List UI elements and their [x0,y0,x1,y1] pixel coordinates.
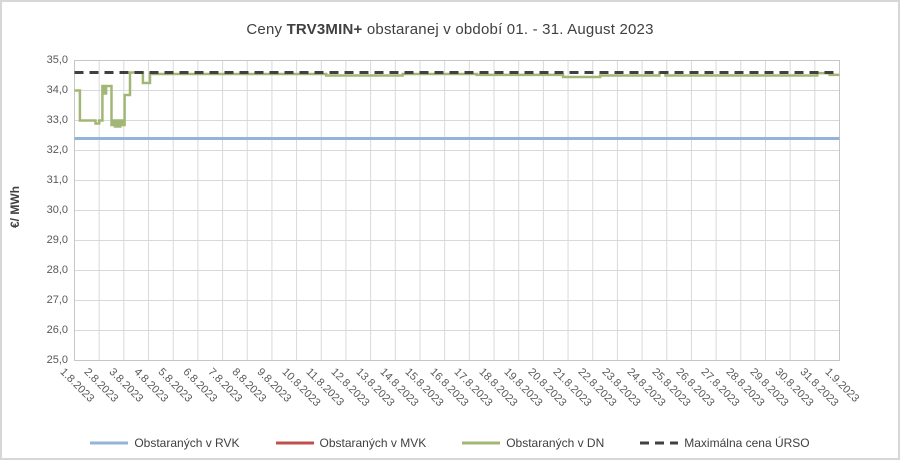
y-tick-label: 33,0 [46,113,68,126]
legend-line-swatch [640,441,679,445]
legend-item: Obstaraných v MVK [275,436,427,450]
legend-line-swatch [275,441,314,445]
y-tick-label: 31,0 [46,173,68,186]
chart-title-product: TRV3MIN+ [286,21,363,38]
y-tick-label: 25,0 [46,353,68,366]
y-tick-label: 30,0 [46,203,68,216]
legend-item: Obstaraných v DN [462,436,604,450]
chart-title: Ceny TRV3MIN+ obstaranej v období 01. - … [2,21,898,38]
y-tick-label: 29,0 [46,233,68,246]
legend-item: Obstaraných v RVK [90,436,240,450]
y-tick-label: 34,0 [46,83,68,96]
plot-area [74,60,840,361]
y-axis-title: €/ MWh [8,186,22,228]
legend-line-swatch [90,441,129,445]
legend-label: Obstaraných v DN [506,436,605,450]
y-tick-label: 27,0 [46,293,68,306]
legend-line-swatch [462,441,501,445]
plot-border [74,60,840,361]
y-tick-label: 28,0 [46,263,68,276]
legend-label: Obstaraných v MVK [319,436,427,450]
legend: Obstaraných v RVK Obstaraných v MVK Obstar… [2,436,898,450]
legend-label: Obstaraných v RVK [134,436,240,450]
y-tick-label: 35,0 [46,53,68,66]
y-tick-label: 32,0 [46,143,68,156]
chart-title-prefix: Ceny [246,21,287,38]
legend-label: Maximálna cena ÚRSO [684,436,810,450]
series-line-2 [74,71,840,128]
chart-title-suffix: obstaranej v období 01. - 31. August 202… [362,21,654,38]
legend-item: Maximálna cena ÚRSO [640,436,810,450]
y-tick-label: 26,0 [46,323,68,336]
